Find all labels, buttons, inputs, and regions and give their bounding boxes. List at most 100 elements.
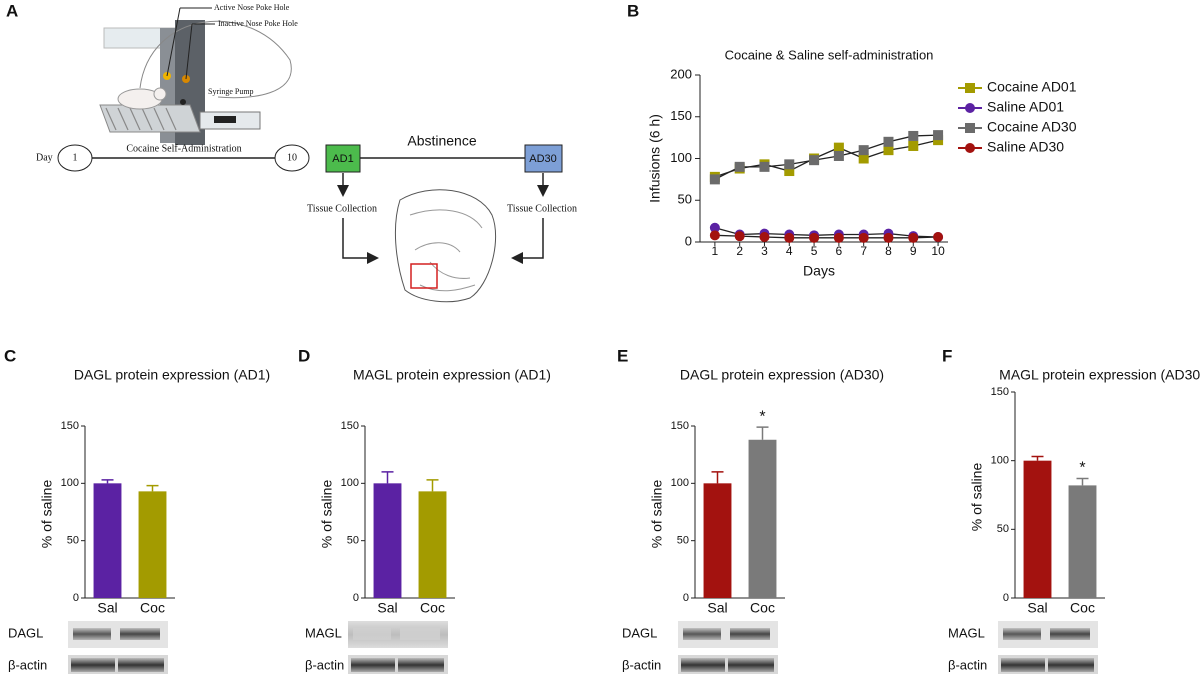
blot-label: DAGL: [8, 625, 43, 640]
legend-marker: [965, 143, 975, 153]
chart-title: MAGL protein expression (AD30): [999, 367, 1200, 383]
blot-band: [1048, 658, 1094, 672]
y-tick-label: 100: [61, 477, 79, 489]
series-line: [714, 227, 939, 238]
y-axis-label: % of saline: [969, 463, 985, 532]
error-bar: [1076, 477, 1089, 486]
marker: [833, 142, 844, 153]
x-tick-label: 7: [860, 244, 867, 258]
error-bar: [381, 471, 394, 484]
marker: [809, 232, 820, 243]
legend-label: Cocaine AD01: [987, 79, 1077, 95]
y-axis-label: % of saline: [319, 480, 335, 549]
marker: [784, 159, 795, 170]
x-tick-label: Sal: [1027, 600, 1047, 616]
marker: [709, 230, 720, 241]
y-axis-label: Infusions (6 h): [647, 114, 663, 203]
y-tick-label: 0: [73, 592, 79, 604]
marker: [908, 232, 919, 243]
x-tick-label: 5: [811, 244, 818, 258]
legend-marker: [965, 103, 975, 113]
blot-band: [1003, 628, 1041, 640]
marker: [858, 145, 869, 156]
error-bar: [756, 426, 769, 440]
x-tick-label: Coc: [750, 600, 775, 616]
y-axis-label: % of saline: [39, 480, 55, 549]
series-line: [714, 234, 939, 239]
x-tick-label: 3: [761, 244, 768, 258]
y-tick-label: 0: [1003, 592, 1009, 604]
marker: [883, 232, 894, 243]
bar: [703, 483, 732, 598]
x-tick-label: Sal: [377, 600, 397, 616]
arrow: [511, 218, 544, 264]
abstinence-label: Abstinence: [407, 133, 476, 149]
blot-label: MAGL: [948, 625, 985, 640]
marker: [784, 232, 795, 243]
error-bar: [426, 479, 439, 492]
marker: [858, 232, 869, 243]
blot-label: β-actin: [948, 657, 987, 672]
y-tick-label: 50: [678, 192, 692, 207]
blot-band: [118, 658, 164, 672]
y-tick-label: 100: [341, 477, 359, 489]
marker: [883, 145, 894, 156]
y-tick-label: 100: [670, 150, 692, 165]
marker: [809, 155, 820, 166]
day-start: 1: [73, 152, 78, 163]
brain-section: [394, 189, 496, 303]
chart-title: DAGL protein expression (AD30): [680, 367, 884, 383]
error-bar: [1031, 455, 1044, 461]
y-tick-label: 150: [671, 420, 689, 432]
panel-label: E: [617, 346, 628, 365]
day-node: [57, 144, 93, 172]
y-tick-label: 50: [347, 535, 359, 547]
panel-label: D: [298, 346, 310, 365]
blot-label: DAGL: [622, 625, 657, 640]
y-tick-label: 100: [991, 455, 1009, 467]
marker: [833, 232, 844, 243]
panel-label: F: [942, 346, 952, 365]
x-tick-label: 2: [736, 244, 743, 258]
series-line: [714, 134, 939, 180]
legend-marker: [965, 83, 975, 93]
marker: [908, 130, 919, 141]
marker: [759, 231, 770, 242]
blot-label: β-actin: [305, 657, 344, 672]
tissue-label: Tissue Collection: [507, 203, 577, 214]
blot-band: [353, 628, 391, 640]
chart-title: Cocaine & Saline self-administration: [725, 47, 934, 62]
y-tick-label: 150: [670, 108, 692, 123]
error-bar: [146, 484, 159, 492]
bar: [418, 491, 447, 598]
ad30-box: [524, 144, 563, 173]
chart-title: MAGL protein expression (AD1): [353, 367, 551, 383]
blot-band: [71, 658, 115, 672]
apparatus-label: Syringe Pump: [208, 87, 254, 96]
day-label: Day: [36, 152, 53, 163]
bar: [93, 483, 122, 598]
blot-band: [730, 628, 770, 640]
y-tick-label: 0: [683, 592, 689, 604]
x-tick-label: Coc: [1070, 600, 1095, 616]
blot-label: MAGL: [305, 625, 342, 640]
ad30-label: AD30: [529, 153, 557, 165]
blot-label: β-actin: [8, 657, 47, 672]
marker: [883, 136, 894, 147]
marker: [784, 166, 795, 177]
significance: *: [759, 408, 765, 425]
y-tick-label: 150: [341, 420, 359, 432]
day-node: [274, 144, 310, 172]
y-tick-label: 50: [997, 523, 1009, 535]
x-tick-label: 4: [786, 244, 793, 258]
apparatus: [99, 7, 292, 145]
x-axis-label: Days: [803, 263, 835, 279]
y-tick-label: 50: [67, 535, 79, 547]
blot-band: [683, 628, 721, 640]
significance: *: [1079, 460, 1085, 477]
x-tick-label: Sal: [707, 600, 727, 616]
blot-band: [1050, 628, 1090, 640]
marker: [858, 153, 869, 164]
x-tick-label: Coc: [140, 600, 165, 616]
